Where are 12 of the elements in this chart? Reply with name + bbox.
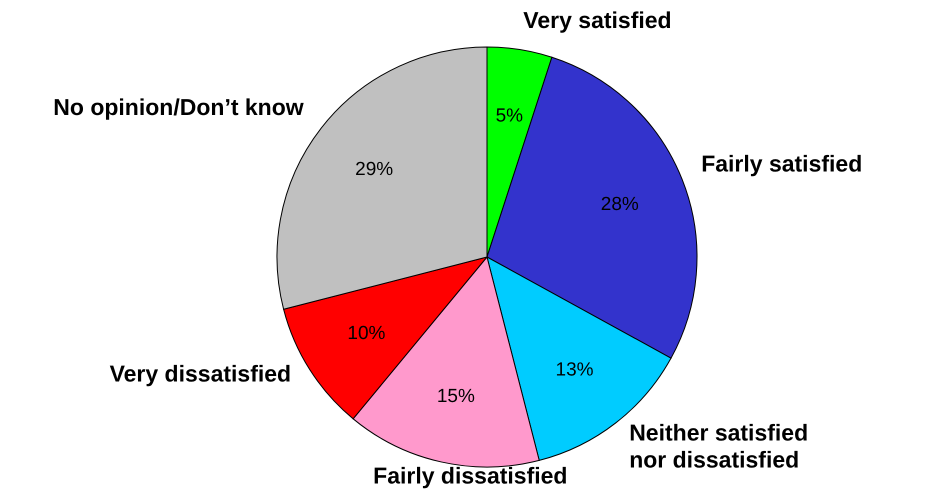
slice-label: Very dissatisfied	[110, 360, 292, 386]
data-label: 15%	[436, 386, 475, 407]
slice-label: Fairly dissatisfied	[373, 462, 568, 488]
slice-label: Neither satisfied nor dissatisfied	[629, 419, 808, 472]
data-label: 10%	[347, 323, 386, 344]
data-label: 29%	[355, 158, 394, 180]
data-label: 5%	[496, 105, 524, 126]
slice-label: Very satisfied	[523, 6, 672, 33]
data-label: 13%	[556, 359, 594, 380]
slice-label: Fairly satisfied	[701, 150, 862, 177]
slice-label: No opinion/Don’t know	[53, 94, 304, 120]
data-label: 28%	[600, 194, 639, 215]
